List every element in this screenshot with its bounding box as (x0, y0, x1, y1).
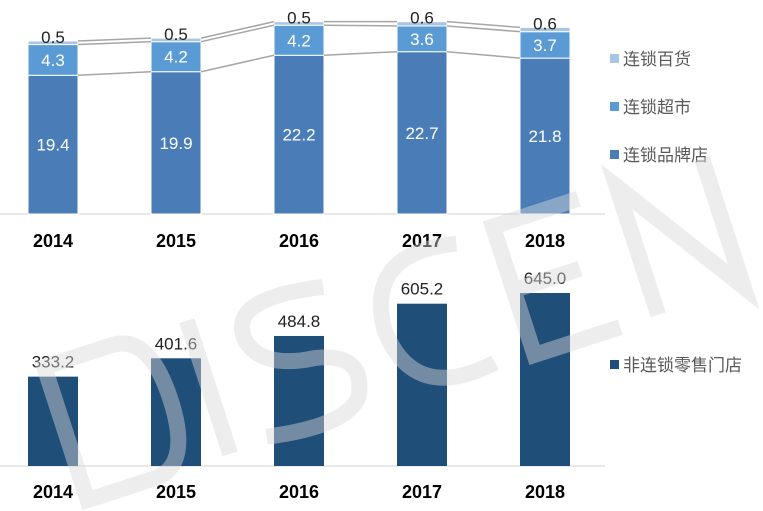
bar-segment-3-2018 (519, 26, 571, 33)
value-label-2018: 645.0 (524, 269, 567, 288)
bottom-year-label-2014: 2014 (33, 482, 73, 502)
value-label-2014: 333.2 (32, 353, 75, 372)
connector-line-2-3 (323, 24, 398, 27)
value-label-1-2018: 21.8 (528, 127, 561, 146)
legend-label-1: 连锁品牌店 (623, 146, 708, 166)
stacked-bar-chart: 19.4 4.3 0.5 2014 19.9 4.2 0.5 2015 22.2 4.2 0.5 20… (0, 9, 605, 251)
top-year-label-2014: 2014 (33, 231, 73, 251)
value-label-3-2014: 0.5 (41, 28, 65, 47)
bar-segment-2-2014 (27, 44, 79, 76)
bar-segment-1-2018 (519, 57, 571, 215)
legend-swatch-retail (610, 360, 619, 369)
bar-segment-1-2016 (273, 54, 325, 215)
top-year-label-2015: 2015 (156, 231, 196, 251)
retail-chart-legend: 非连锁零售门店 (610, 356, 742, 376)
value-label-2-2018: 3.7 (533, 36, 557, 55)
bar-segment-3-2017 (396, 21, 448, 27)
connector-line-2-1 (77, 40, 152, 46)
bar-segment-3-2014 (27, 40, 79, 46)
connector-line-3-4 (446, 20, 521, 29)
connector-line-1-4 (446, 50, 521, 59)
value-label-1-2015: 19.9 (159, 134, 192, 153)
value-label-3-2017: 0.6 (410, 9, 434, 28)
value-label-1-2016: 22.2 (282, 126, 315, 145)
value-label-1-2014: 19.4 (36, 136, 69, 155)
bar-segment-2-2015 (150, 41, 202, 73)
bar-segment-2-2016 (273, 24, 325, 56)
bar-2016 (274, 335, 324, 466)
legend-swatch-3 (610, 54, 619, 63)
value-label-2015: 401.6 (155, 334, 198, 353)
bar-segment-3-2015 (150, 37, 202, 43)
bottom-year-label-2015: 2015 (156, 482, 196, 502)
value-label-1-2017: 22.7 (405, 124, 438, 143)
bottom-year-label-2018: 2018 (525, 482, 565, 502)
bar-2014 (28, 376, 78, 466)
value-label-2-2017: 3.6 (410, 30, 434, 49)
value-label-3-2016: 0.5 (287, 9, 311, 28)
connector-line-2-2 (200, 24, 275, 43)
value-label-2-2015: 4.2 (164, 48, 188, 67)
top-year-label-2016: 2016 (279, 231, 319, 251)
value-label-2-2014: 4.3 (41, 51, 65, 70)
value-label-2017: 605.2 (401, 280, 444, 299)
bar-segment-2-2017 (396, 25, 448, 53)
connector-line-2-4 (446, 25, 521, 33)
bar-2018 (520, 293, 570, 466)
bar-2015 (151, 358, 201, 466)
bar-segment-1-2015 (150, 71, 202, 215)
connector-line-3-1 (77, 37, 152, 42)
bar-segment-1-2014 (27, 74, 79, 215)
retail-store-bar-chart: 333.2 2014 401.6 2015 484.8 2016 605.2 2017 645.… (0, 269, 605, 502)
legend-swatch-2 (610, 102, 619, 111)
legend-label-retail: 非连锁零售门店 (623, 356, 742, 376)
value-label-2016: 484.8 (278, 312, 321, 331)
value-label-3-2018: 0.6 (533, 14, 557, 33)
bar-segment-3-2016 (273, 21, 325, 26)
bottom-year-label-2016: 2016 (279, 482, 319, 502)
legend-label-2: 连锁超市 (623, 98, 691, 118)
value-label-3-2015: 0.5 (164, 25, 188, 44)
value-label-2-2016: 4.2 (287, 31, 311, 50)
connector-line-1-3 (323, 50, 398, 57)
connector-line-3-2 (200, 20, 275, 39)
legend-swatch-1 (610, 150, 619, 159)
connector-line-1-1 (77, 70, 152, 77)
bottom-year-label-2017: 2017 (402, 482, 442, 502)
bar-segment-1-2017 (396, 51, 448, 215)
bar-2017 (397, 303, 447, 466)
top-year-label-2018: 2018 (525, 231, 565, 251)
connector-line-1-2 (200, 54, 275, 73)
legend-label-3: 连锁百货 (623, 50, 691, 70)
top-year-label-2017: 2017 (402, 231, 442, 251)
